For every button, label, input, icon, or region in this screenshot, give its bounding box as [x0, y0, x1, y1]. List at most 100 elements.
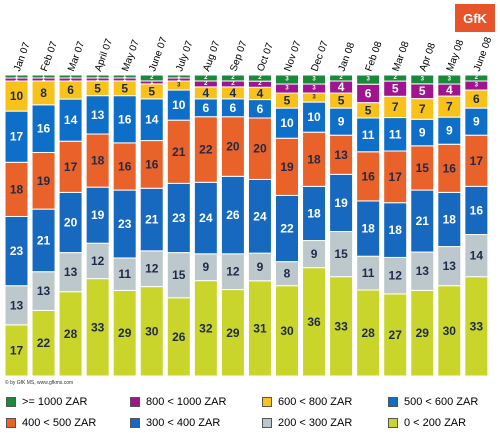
bar-segment-gte1000	[85, 74, 110, 79]
x-tick-label: Feb 08	[364, 40, 385, 73]
bar-segment-gte1000	[302, 74, 327, 85]
bar-value-label: 2	[258, 81, 262, 87]
bar-value-label: 9	[473, 115, 480, 129]
x-tick-label: May 08	[445, 38, 467, 73]
bar-value-label: 27	[389, 328, 403, 342]
bar-value-label: 6	[473, 92, 480, 106]
x-tick-label: Dec 07	[310, 39, 331, 73]
bar-value-label: 19	[280, 160, 294, 174]
bar-value-label: 10	[172, 98, 186, 112]
legend-label: 300 < 400 ZAR	[146, 417, 221, 429]
bar-segment-gte1000	[139, 74, 164, 82]
bar-value-label: 30	[280, 324, 294, 338]
bar-value-label: 19	[91, 208, 105, 222]
bar-value-label: 21	[145, 213, 159, 227]
bar-value-label: 16	[145, 157, 159, 171]
bar-value-label: 2	[231, 75, 235, 81]
bar-value-label: 2	[231, 81, 235, 87]
bar-value-label: 2	[204, 75, 208, 81]
legend-item-0-200: 0 < 200 ZAR	[388, 417, 466, 429]
bar-value-label: 11	[118, 267, 131, 281]
bar-value-label: 1	[96, 73, 100, 79]
bar-segment-gte1000	[4, 74, 29, 79]
bar-value-label: 2	[475, 75, 479, 81]
bar-value-label: 29	[118, 326, 132, 340]
bar-value-label: 5	[284, 94, 291, 108]
bar-value-label: 14	[64, 113, 78, 127]
bar-value-label: 17	[389, 170, 403, 184]
x-tick-label: Nov 07	[282, 39, 303, 73]
bar-value-label: 5	[392, 82, 399, 96]
bar-value-label: 18	[307, 206, 321, 220]
bar-value-label: 9	[446, 124, 453, 138]
bar-value-label: 1	[42, 73, 46, 79]
bar-value-label: 11	[362, 266, 375, 280]
x-tick-label: Oct 07	[255, 41, 276, 73]
bar-segment-gte1000	[329, 74, 354, 82]
bar-value-label: 12	[389, 269, 403, 283]
bar-value-label: 18	[361, 222, 375, 236]
bar-value-label: 31	[253, 321, 267, 335]
bar-segment-gte1000	[193, 74, 218, 82]
bar-segment-gte1000	[166, 74, 191, 79]
bar-value-label: 14	[145, 113, 159, 127]
bar-value-label: 6	[365, 86, 372, 100]
bar-value-label: 10	[307, 110, 321, 124]
bar-value-label: 22	[199, 143, 213, 157]
bar-value-label: 1	[123, 73, 127, 79]
bar-value-label: 4	[257, 86, 264, 100]
bar-value-label: 3	[285, 86, 289, 92]
bar-value-label: 1	[150, 79, 154, 85]
bar-value-label: 8	[284, 267, 291, 281]
gfk-logo: GfK	[455, 4, 495, 32]
legend-item-800-1000: 800 < 1000 ZAR	[130, 396, 226, 408]
x-tick-label: May 07	[120, 38, 142, 73]
bar-value-label: 1	[69, 74, 73, 80]
bar-value-label: 16	[118, 112, 132, 126]
bar-value-label: 13	[443, 259, 457, 273]
bar-value-label: 4	[446, 83, 453, 97]
bar-value-label: 1	[177, 77, 181, 83]
chart-legend: >= 1000 ZAR 800 < 1000 ZAR 600 < 800 ZAR…	[0, 392, 500, 433]
bar-segment-gte1000	[112, 74, 137, 79]
bar-value-label: 9	[338, 115, 345, 129]
legend-label: 0 < 200 ZAR	[404, 417, 467, 429]
bar-segment-gte1000	[31, 74, 56, 79]
bar-value-label: 21	[37, 233, 51, 247]
bar-value-label: 5	[94, 81, 101, 95]
bar-value-label: 3	[475, 83, 479, 89]
bar-value-label: 28	[361, 326, 375, 340]
bar-value-label: 14	[470, 249, 484, 263]
bar-segment-gte1000	[437, 74, 462, 85]
bar-value-label: 17	[470, 154, 484, 168]
x-tick-label: Aug 07	[201, 39, 222, 73]
bar-value-label: 4	[203, 86, 210, 100]
bar-segment-gte1000	[464, 74, 489, 82]
bar-value-label: 29	[226, 326, 240, 340]
bar-value-label: 22	[37, 336, 51, 350]
bar-value-label: 6	[203, 101, 210, 115]
bar-value-label: 2	[204, 81, 208, 87]
legend-item-gte1000: >= 1000 ZAR	[6, 396, 87, 408]
legend-swatch	[262, 397, 272, 407]
bar-value-label: 2	[150, 75, 154, 81]
bar-value-label: 13	[416, 264, 430, 278]
bar-value-label: 23	[172, 211, 186, 225]
bar-value-label: 29	[416, 326, 430, 340]
x-tick-label: Feb 07	[39, 40, 60, 73]
bar-value-label: 1	[123, 76, 127, 82]
bar-value-label: 13	[64, 265, 78, 279]
bar-value-label: 7	[419, 102, 426, 116]
bar-value-label: 1	[42, 76, 46, 82]
bar-value-label: 17	[10, 130, 24, 144]
x-axis-labels: Jan 07 Feb 07 Mar 07 April 07 May 07 June 07 J…	[12, 35, 495, 73]
x-tick-label: Jan 08	[337, 41, 358, 73]
copyright-text: © by GfK MS, www.gfkms.com	[5, 380, 74, 386]
bar-value-label: 21	[416, 214, 430, 228]
bar-value-label: 32	[199, 321, 213, 335]
bar-value-label: 5	[338, 94, 345, 108]
bar-value-label: 20	[64, 215, 78, 229]
legend-swatch	[6, 418, 16, 428]
bar-value-label: 16	[470, 203, 484, 217]
bar-value-label: 23	[118, 217, 132, 231]
